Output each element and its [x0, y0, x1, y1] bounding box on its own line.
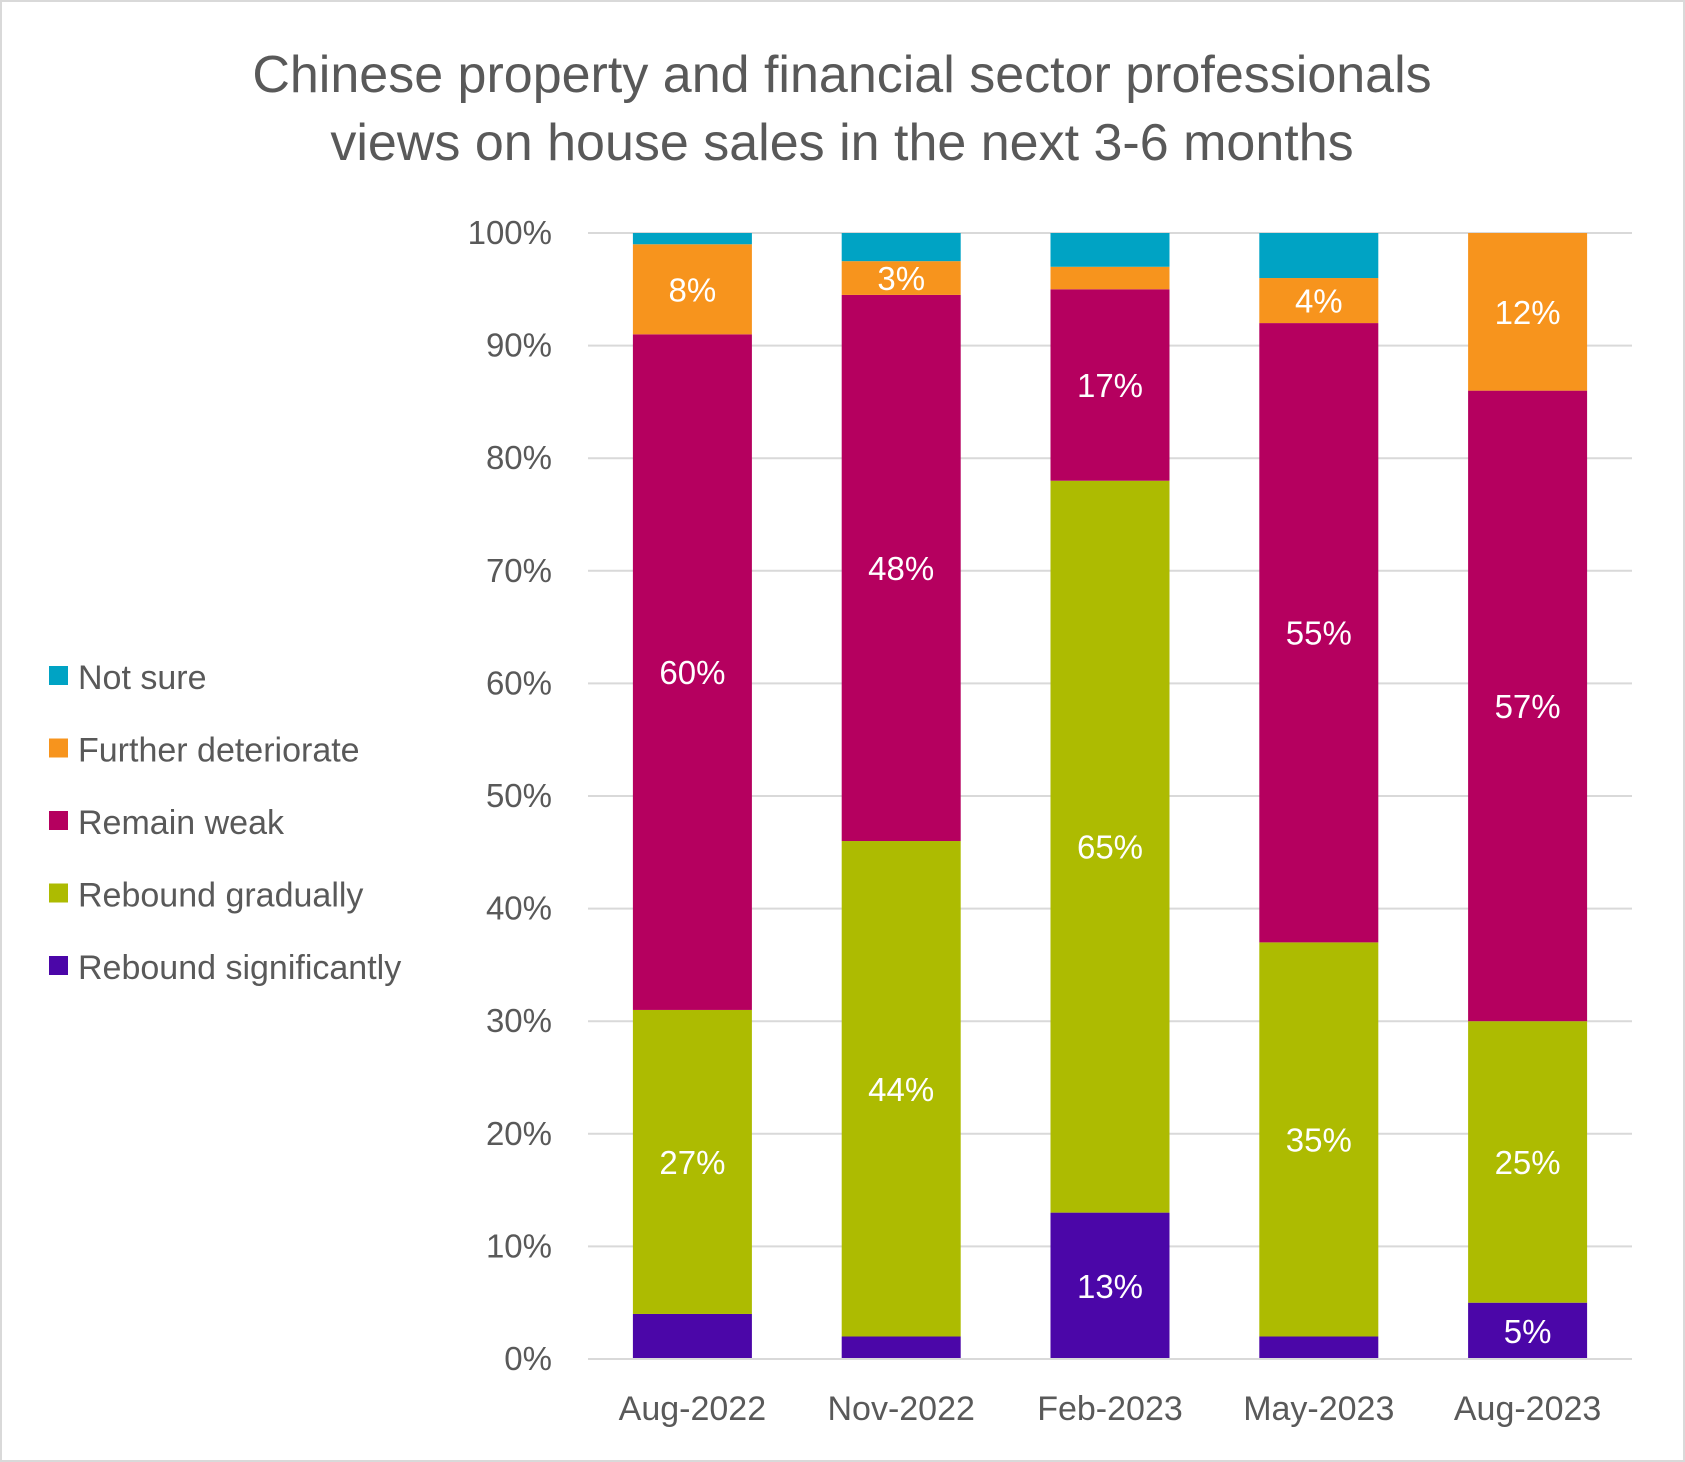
y-tick-label: 0%	[504, 1340, 552, 1377]
data-labels: 27% 60% 8% 44% 48% 3% 13% 65% 17% 35% 55% 4% 5% 25% 57…	[659, 260, 1560, 1350]
data-label: 55%	[1286, 615, 1352, 652]
y-tick-label: 20%	[486, 1115, 552, 1152]
bars	[632, 233, 1588, 1359]
y-tick-label: 10%	[486, 1227, 552, 1264]
data-label: 13%	[1077, 1268, 1143, 1305]
y-tick-label: 80%	[486, 439, 552, 476]
bar-segment	[632, 244, 752, 335]
data-label: 12%	[1495, 294, 1561, 331]
bar-segment	[632, 1313, 752, 1359]
data-label: 44%	[868, 1071, 934, 1108]
bar-segment	[1468, 1302, 1588, 1359]
y-axis-ticks: 0% 10% 20% 30% 40% 50% 60% 70% 80% 90% 100%	[468, 214, 552, 1377]
legend-item: Further deteriorate	[49, 732, 360, 770]
bar-segment	[1259, 942, 1379, 1337]
legend: Not sure Further deteriorate Remain weak Re…	[49, 659, 401, 987]
legend-swatch	[49, 666, 68, 685]
bar-segment	[632, 1009, 752, 1314]
data-label: 65%	[1077, 829, 1143, 866]
data-label: 57%	[1495, 688, 1561, 725]
data-label: 48%	[868, 550, 934, 587]
legend-label: Rebound significantly	[78, 949, 401, 987]
bar-segment	[841, 1336, 961, 1359]
legend-swatch	[49, 956, 68, 975]
bar-segment	[1468, 390, 1588, 1022]
y-tick-label: 40%	[486, 890, 552, 927]
data-label: 5%	[1504, 1313, 1552, 1350]
legend-label: Remain weak	[78, 804, 285, 842]
legend-label: Not sure	[78, 659, 207, 697]
bar-segment	[1050, 233, 1170, 267]
bar-segment	[1259, 278, 1379, 324]
data-label: 35%	[1286, 1121, 1352, 1158]
legend-item: Remain weak	[49, 804, 285, 842]
legend-swatch	[49, 883, 68, 903]
x-tick-label: Aug-2023	[1454, 1390, 1601, 1428]
y-tick-label: 90%	[486, 327, 552, 364]
legend-swatch	[49, 811, 68, 830]
y-tick-label: 50%	[486, 777, 552, 814]
data-label: 8%	[669, 271, 717, 308]
bar-segment	[1050, 266, 1170, 290]
x-tick-label: May-2023	[1243, 1390, 1394, 1428]
chart-title-line-1: Chinese property and financial sector pr…	[252, 46, 1431, 104]
data-label: 27%	[659, 1144, 725, 1181]
x-tick-label: Aug-2022	[619, 1390, 766, 1428]
legend-label: Further deteriorate	[78, 732, 360, 770]
y-tick-label: 70%	[486, 552, 552, 589]
legend-swatch	[49, 738, 68, 758]
bar-segment	[841, 261, 961, 295]
data-label: 60%	[659, 654, 725, 691]
x-axis: Aug-2022 Nov-2022 Feb-2023 May-2023 Aug-2023	[588, 1358, 1632, 1428]
bar-segment	[1050, 289, 1170, 481]
x-tick-label: Feb-2023	[1037, 1390, 1183, 1428]
bar-segment	[1468, 1021, 1588, 1303]
bar-segment	[841, 294, 961, 842]
x-tick-label: Nov-2022	[827, 1390, 974, 1428]
data-label: 25%	[1495, 1144, 1561, 1181]
data-label: 17%	[1077, 367, 1143, 404]
data-label: 4%	[1295, 283, 1343, 320]
chart-title-line-2: views on house sales in the next 3-6 mon…	[330, 114, 1353, 172]
bar-segment	[1050, 480, 1170, 1213]
bar-segment	[841, 841, 961, 1337]
bar-segment	[632, 334, 752, 1010]
bar-segment	[1259, 1336, 1379, 1359]
y-tick-label: 30%	[486, 1002, 552, 1039]
bar-segment	[1050, 1212, 1170, 1359]
legend-label: Rebound gradually	[78, 877, 363, 915]
legend-item: Not sure	[49, 659, 207, 697]
bar-segment	[841, 233, 961, 262]
legend-item: Rebound significantly	[49, 949, 401, 987]
bar-segment	[1259, 233, 1379, 279]
data-label: 3%	[877, 260, 925, 297]
y-tick-label: 60%	[486, 664, 552, 701]
y-tick-label: 100%	[468, 214, 552, 251]
legend-item: Rebound gradually	[49, 877, 363, 915]
bar-segment	[632, 233, 752, 245]
bar-segment	[1259, 323, 1379, 943]
bar-segment	[1468, 233, 1588, 391]
